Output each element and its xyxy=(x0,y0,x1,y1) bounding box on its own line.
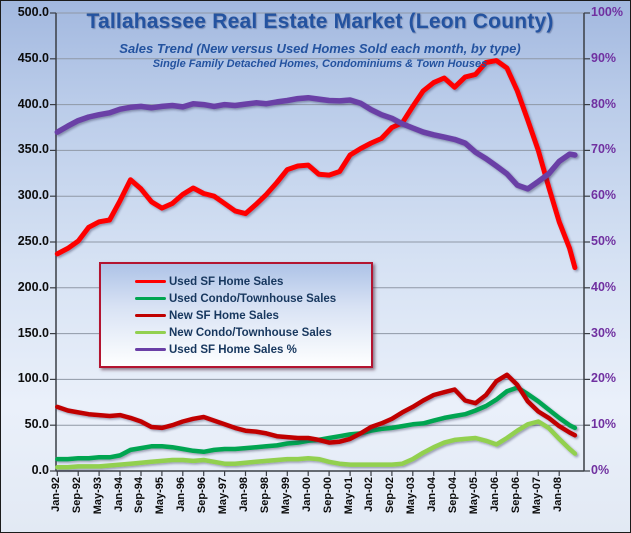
legend-label: New SF Home Sales xyxy=(169,309,279,322)
x-axis-tick-label: May-99 xyxy=(279,477,292,515)
y-axis-label-right: 0% xyxy=(591,463,610,477)
y-axis-label-right: 80% xyxy=(591,96,617,111)
y-axis-label-left: 400.0 xyxy=(17,96,49,111)
legend-item: New SF Home Sales xyxy=(135,307,363,324)
x-axis-tick-label: Sep-92 xyxy=(70,477,83,514)
legend-label: New Condo/Townhouse Sales xyxy=(169,326,332,339)
x-axis-tick-label: May-07 xyxy=(530,477,543,515)
x-axis-tick-label: May-03 xyxy=(405,477,418,515)
series-line-used-sf-home-sales xyxy=(54,94,578,192)
y-axis-label-right: 60% xyxy=(591,188,617,203)
x-axis-tick-label: May-97 xyxy=(217,477,230,515)
y-axis-label-left: 150.0 xyxy=(17,325,49,340)
x-axis-tick-label: Sep-00 xyxy=(321,477,334,514)
series-line-used-condo-townhouse-sales xyxy=(55,385,578,462)
x-axis-tick-label: Jan-02 xyxy=(363,477,376,512)
series-line-new-sf-home-sales xyxy=(55,372,578,445)
x-axis-tick-label: Sep-94 xyxy=(133,477,146,514)
y-axis-label-right: 70% xyxy=(591,142,617,157)
x-axis-tick-label: May-93 xyxy=(91,477,104,515)
y-axis-label-left: 350.0 xyxy=(17,142,49,157)
x-axis-tick-label: Jan-98 xyxy=(238,477,250,512)
chart-subtitle: Sales Trend (New versus Used Homes Sold … xyxy=(119,41,521,56)
x-axis-tick-label: Jan-92 xyxy=(49,477,62,512)
x-axis-tick-label: Jan-96 xyxy=(175,477,188,512)
legend-swatch-used-condo-townhouse-sales xyxy=(135,296,166,301)
x-axis-tick-label: Jan-08 xyxy=(551,477,564,512)
legend-label: Used SF Home Sales % xyxy=(169,343,297,356)
x-axis-tick-label: May-05 xyxy=(468,477,481,515)
legend-item: Used SF Home Sales % xyxy=(135,341,363,358)
x-axis-tick-label: Sep-96 xyxy=(196,477,209,514)
axes-layer xyxy=(50,12,590,476)
legend-label: Used SF Home Sales xyxy=(169,275,284,288)
x-axis-tick-label: Sep-04 xyxy=(447,477,460,514)
x-axis-tick-label: May-95 xyxy=(154,477,167,515)
y-axis-label-right: 50% xyxy=(591,234,617,248)
y-axis-label-right: 90% xyxy=(591,50,617,65)
legend-swatch-new-sf-home-sales xyxy=(135,313,166,318)
series-layer xyxy=(54,58,578,470)
y-axis-label-left: 50.0 xyxy=(24,417,49,432)
y-axis-label-right: 20% xyxy=(591,371,617,386)
y-axis-label-right: 40% xyxy=(591,279,617,294)
x-axis-tick-label: Jan-06 xyxy=(488,477,501,512)
legend-swatch-used-sf-home-sales xyxy=(135,279,166,284)
legend-item: New Condo/Townhouse Sales xyxy=(135,324,363,341)
legend-swatch-new-condo-townhouse-sales xyxy=(135,330,166,335)
legend-item: Used SF Home Sales xyxy=(135,273,363,290)
x-axis-tick-label: Jan-94 xyxy=(112,477,125,512)
legend-item: Used Condo/Townhouse Sales xyxy=(135,290,363,307)
y-axis-label-left: 200.0 xyxy=(17,279,49,294)
x-axis-tick-label: Sep-06 xyxy=(509,477,522,514)
x-axis-tick-label: Jan-04 xyxy=(426,477,439,512)
series-line-used-sf-home-sales xyxy=(54,58,578,271)
y-axis-label-left: 450.0 xyxy=(17,50,49,65)
legend-box: Used SF Home Sales Used Condo/Townhouse S… xyxy=(99,262,373,368)
y-axis-label-left: 0.0 xyxy=(31,463,49,477)
x-axis-tick-label: May-01 xyxy=(342,477,355,515)
y-axis-label-left: 500.0 xyxy=(17,5,49,19)
y-axis-label-left: 100.0 xyxy=(17,371,49,386)
x-axis-tick-label: Sep-02 xyxy=(384,477,397,514)
y-axis-label-right: 30% xyxy=(591,325,617,340)
y-axis-label-left: 250.0 xyxy=(17,234,49,248)
chart-subtitle2: Single Family Detached Homes, Condominiu… xyxy=(152,58,488,70)
legend-swatch-used-sf-home-sales xyxy=(135,347,166,352)
y-axis-label-right: 10% xyxy=(591,417,617,432)
legend-label: Used Condo/Townhouse Sales xyxy=(169,292,337,305)
x-axis-tick-label: Sep-98 xyxy=(258,477,271,514)
y-axis-label-right: 100% xyxy=(591,5,623,19)
series-line-new-condo-townhouse-sales xyxy=(55,419,578,470)
y-axis-label-left: 300.0 xyxy=(17,188,49,203)
x-axis-tick-label: Jan-00 xyxy=(300,477,313,512)
chart-title: Tallahassee Real Estate Market (Leon Cou… xyxy=(86,10,554,33)
